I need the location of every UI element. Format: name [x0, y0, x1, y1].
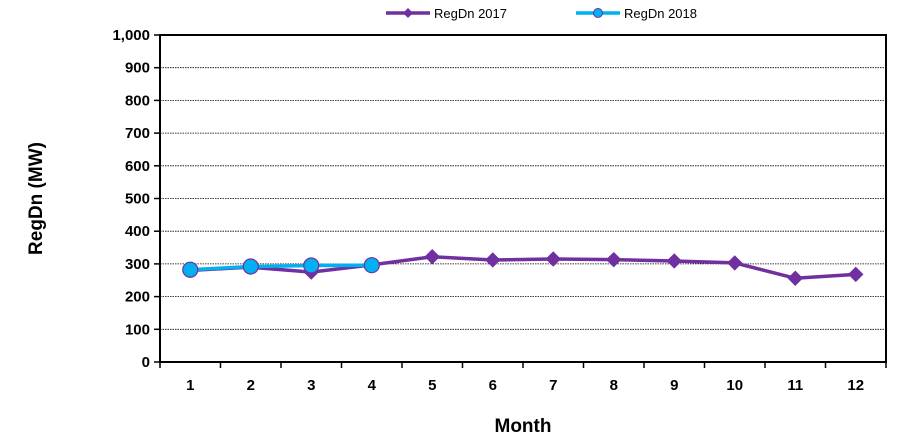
- y-tick-label: 400: [125, 223, 150, 240]
- series-2: [182, 257, 380, 278]
- data-point: [545, 251, 561, 267]
- legend-item: RegDn 2018: [576, 6, 697, 21]
- x-tick-label: 1: [186, 377, 194, 394]
- x-axis: 1 2 3 4 5 6 7 8 9 10 11 12: [159, 362, 887, 394]
- y-tick-label: 600: [125, 158, 150, 175]
- legend: RegDn 2017 RegDn 2018: [386, 6, 697, 21]
- x-tick-label: 5: [428, 377, 436, 394]
- x-tick-label: 4: [368, 377, 377, 394]
- legend-marker: [403, 8, 413, 18]
- y-tick-label: 200: [125, 289, 150, 306]
- y-axis: 0 100 200 300 400 500 600 700 800 900 1,000: [112, 27, 160, 371]
- y-axis-title: RegDn (MW): [26, 142, 47, 255]
- data-point: [424, 248, 440, 265]
- data-point: [787, 270, 803, 286]
- x-axis-title: Month: [495, 416, 552, 437]
- y-tick-label: 1,000: [112, 27, 150, 44]
- y-tick-label: 900: [125, 60, 150, 77]
- series-layer: [182, 248, 864, 286]
- legend-label: RegDn 2017: [434, 6, 507, 21]
- y-tick-label: 700: [125, 125, 150, 142]
- data-point: [242, 258, 259, 275]
- data-point: [606, 251, 622, 268]
- data-point: [848, 266, 864, 283]
- x-tick-label: 11: [787, 377, 803, 394]
- x-tick-label: 7: [549, 377, 557, 394]
- series-line: [190, 254, 856, 281]
- y-tick-label: 0: [142, 354, 150, 371]
- y-tick-label: 500: [125, 191, 150, 208]
- legend-label: RegDn 2018: [624, 6, 697, 21]
- x-tick-label: 9: [670, 377, 678, 394]
- x-tick-label: 8: [610, 377, 618, 394]
- data-point: [363, 257, 380, 274]
- legend-item: RegDn 2017: [386, 6, 507, 21]
- gridlines: [160, 67, 886, 330]
- data-point: [182, 261, 199, 278]
- data-point: [666, 253, 682, 269]
- data-point: [303, 257, 320, 274]
- y-tick-label: 100: [125, 321, 150, 338]
- data-point: [727, 255, 743, 271]
- x-tick-label: 2: [247, 377, 255, 394]
- x-tick-label: 10: [726, 377, 743, 394]
- y-tick-label: 800: [125, 92, 150, 109]
- data-point: [485, 252, 501, 268]
- x-tick-label: 3: [307, 377, 315, 394]
- x-tick-label: 12: [847, 377, 864, 394]
- series-line: [190, 263, 372, 272]
- legend-marker: [593, 8, 603, 18]
- y-tick-label: 300: [125, 256, 150, 273]
- x-tick-label: 6: [489, 377, 497, 394]
